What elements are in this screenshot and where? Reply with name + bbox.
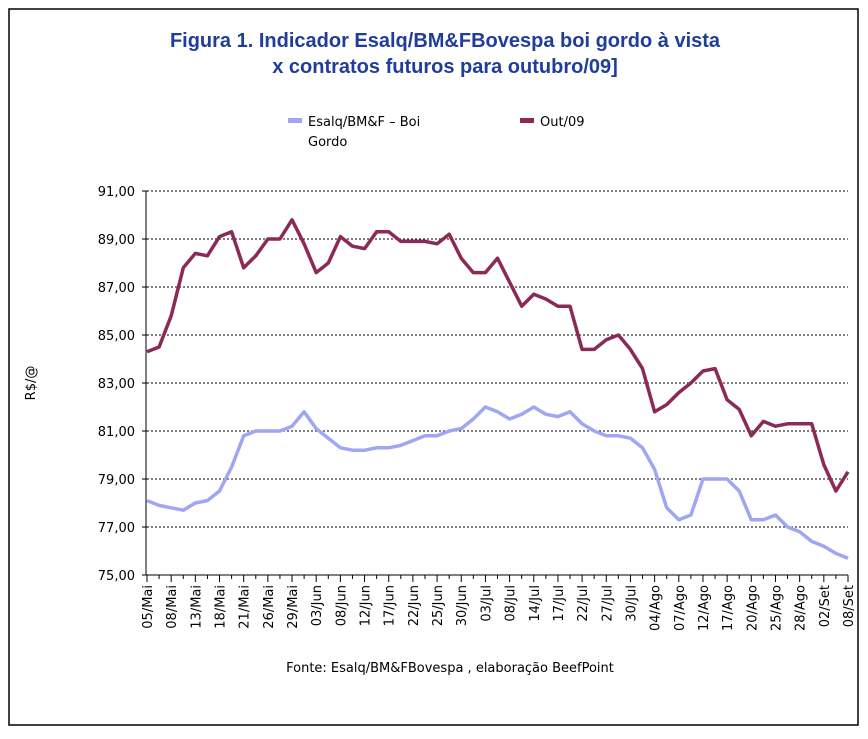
- y-tick-label: 83,00: [98, 377, 135, 392]
- x-tick-label: 30/Jul: [624, 585, 639, 622]
- legend-swatch: [520, 118, 534, 123]
- y-tick-label: 77,00: [98, 521, 135, 536]
- series-line: [146, 405, 849, 560]
- x-tick-label: 12/Ago: [697, 585, 712, 631]
- chart-title: x contratos futuros para outubro/09]: [272, 56, 618, 78]
- legend-swatch: [288, 118, 302, 123]
- x-tick-label: 14/Jul: [528, 585, 543, 622]
- y-tick-label: 85,00: [98, 329, 135, 344]
- x-tick-label: 30/Jun: [455, 585, 470, 626]
- legend-label: Esalq/BM&F – Boi: [308, 115, 420, 130]
- x-tick-label: 13/Mai: [189, 585, 204, 629]
- x-tick-label: 08/Mai: [165, 585, 180, 629]
- legend-label: Out/09: [540, 115, 585, 130]
- x-tick-label: 26/Mai: [262, 585, 277, 629]
- x-tick-label: 25/Ago: [769, 585, 784, 631]
- x-tick-label: 08/Jun: [334, 585, 349, 626]
- y-tick-label: 89,00: [98, 233, 135, 248]
- x-tick-label: 17/Ago: [721, 585, 736, 631]
- y-tick-label: 75,00: [98, 569, 135, 584]
- y-tick-label: 87,00: [98, 281, 135, 296]
- x-tick-label: 29/Mai: [286, 585, 301, 629]
- x-tick-label: 05/Mai: [141, 585, 156, 629]
- x-tick-label: 02/Set: [818, 585, 833, 627]
- x-tick-label: 17/Jun: [383, 585, 398, 626]
- chart-title: Figura 1. Indicador Esalq/BM&FBovespa bo…: [170, 30, 721, 52]
- legend-label: Gordo: [308, 135, 347, 150]
- x-tick-label: 03/Jul: [479, 585, 494, 622]
- x-tick-label: 22/Jun: [407, 585, 422, 626]
- y-axis-label: R$/@: [24, 366, 39, 401]
- series-line: [146, 218, 850, 493]
- x-tick-label: 18/Mai: [214, 585, 229, 629]
- x-tick-label: 17/Jul: [552, 585, 567, 622]
- x-tick-label: 27/Jul: [600, 585, 615, 622]
- y-tick-label: 81,00: [98, 425, 135, 440]
- x-tick-label: 03/Jun: [310, 585, 325, 626]
- source-note: Fonte: Esalq/BM&FBovespa , elaboração Be…: [286, 661, 614, 676]
- x-tick-label: 20/Ago: [745, 585, 760, 631]
- x-tick-label: 08/Jul: [504, 585, 519, 622]
- x-tick-label: 12/Jun: [359, 585, 374, 626]
- x-tick-label: 28/Ago: [794, 585, 809, 631]
- frame: [8, 8, 859, 726]
- x-tick-label: 21/Mai: [238, 585, 253, 629]
- x-tick-label: 22/Jul: [576, 585, 591, 622]
- x-tick-label: 07/Ago: [673, 585, 688, 631]
- y-tick-label: 91,00: [98, 185, 135, 200]
- x-tick-label: 04/Ago: [649, 585, 664, 631]
- y-tick-label: 79,00: [98, 473, 135, 488]
- x-tick-label: 25/Jun: [431, 585, 446, 626]
- x-tick-label: 08/Set: [842, 585, 857, 627]
